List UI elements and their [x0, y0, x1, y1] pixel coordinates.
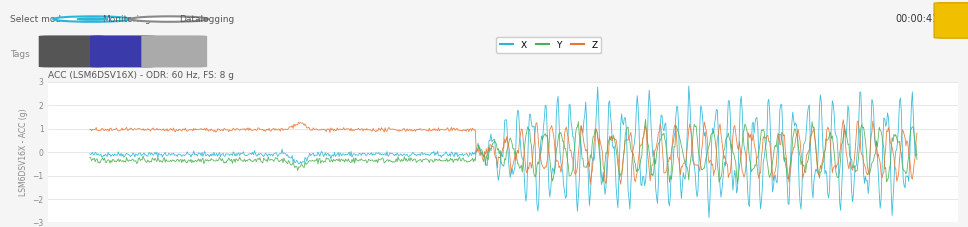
Circle shape: [53, 16, 131, 22]
Text: Stop ▮▮: Stop ▮▮: [937, 16, 968, 25]
FancyBboxPatch shape: [90, 35, 156, 67]
Text: idle: idle: [166, 47, 182, 56]
FancyBboxPatch shape: [934, 3, 968, 38]
Text: ACC (LSM6DSV16X) - ODR: 60 Hz, FS: 8 g: ACC (LSM6DSV16X) - ODR: 60 Hz, FS: 8 g: [48, 71, 234, 79]
FancyBboxPatch shape: [141, 35, 207, 67]
Legend: X, Y, Z: X, Y, Z: [497, 37, 601, 53]
Text: Datalogging: Datalogging: [179, 15, 234, 24]
Text: 00:00:41: 00:00:41: [895, 14, 939, 24]
Text: Select mode:: Select mode:: [10, 15, 70, 24]
Y-axis label: LSM6DSV16X - ACC (g): LSM6DSV16X - ACC (g): [19, 108, 28, 196]
Text: vertical: vertical: [55, 47, 88, 56]
Circle shape: [131, 16, 208, 22]
FancyBboxPatch shape: [39, 35, 105, 67]
Text: Tags: Tags: [10, 50, 29, 59]
Circle shape: [77, 18, 106, 20]
Text: Monitoring: Monitoring: [102, 15, 150, 24]
Text: horizontal: horizontal: [101, 47, 145, 56]
